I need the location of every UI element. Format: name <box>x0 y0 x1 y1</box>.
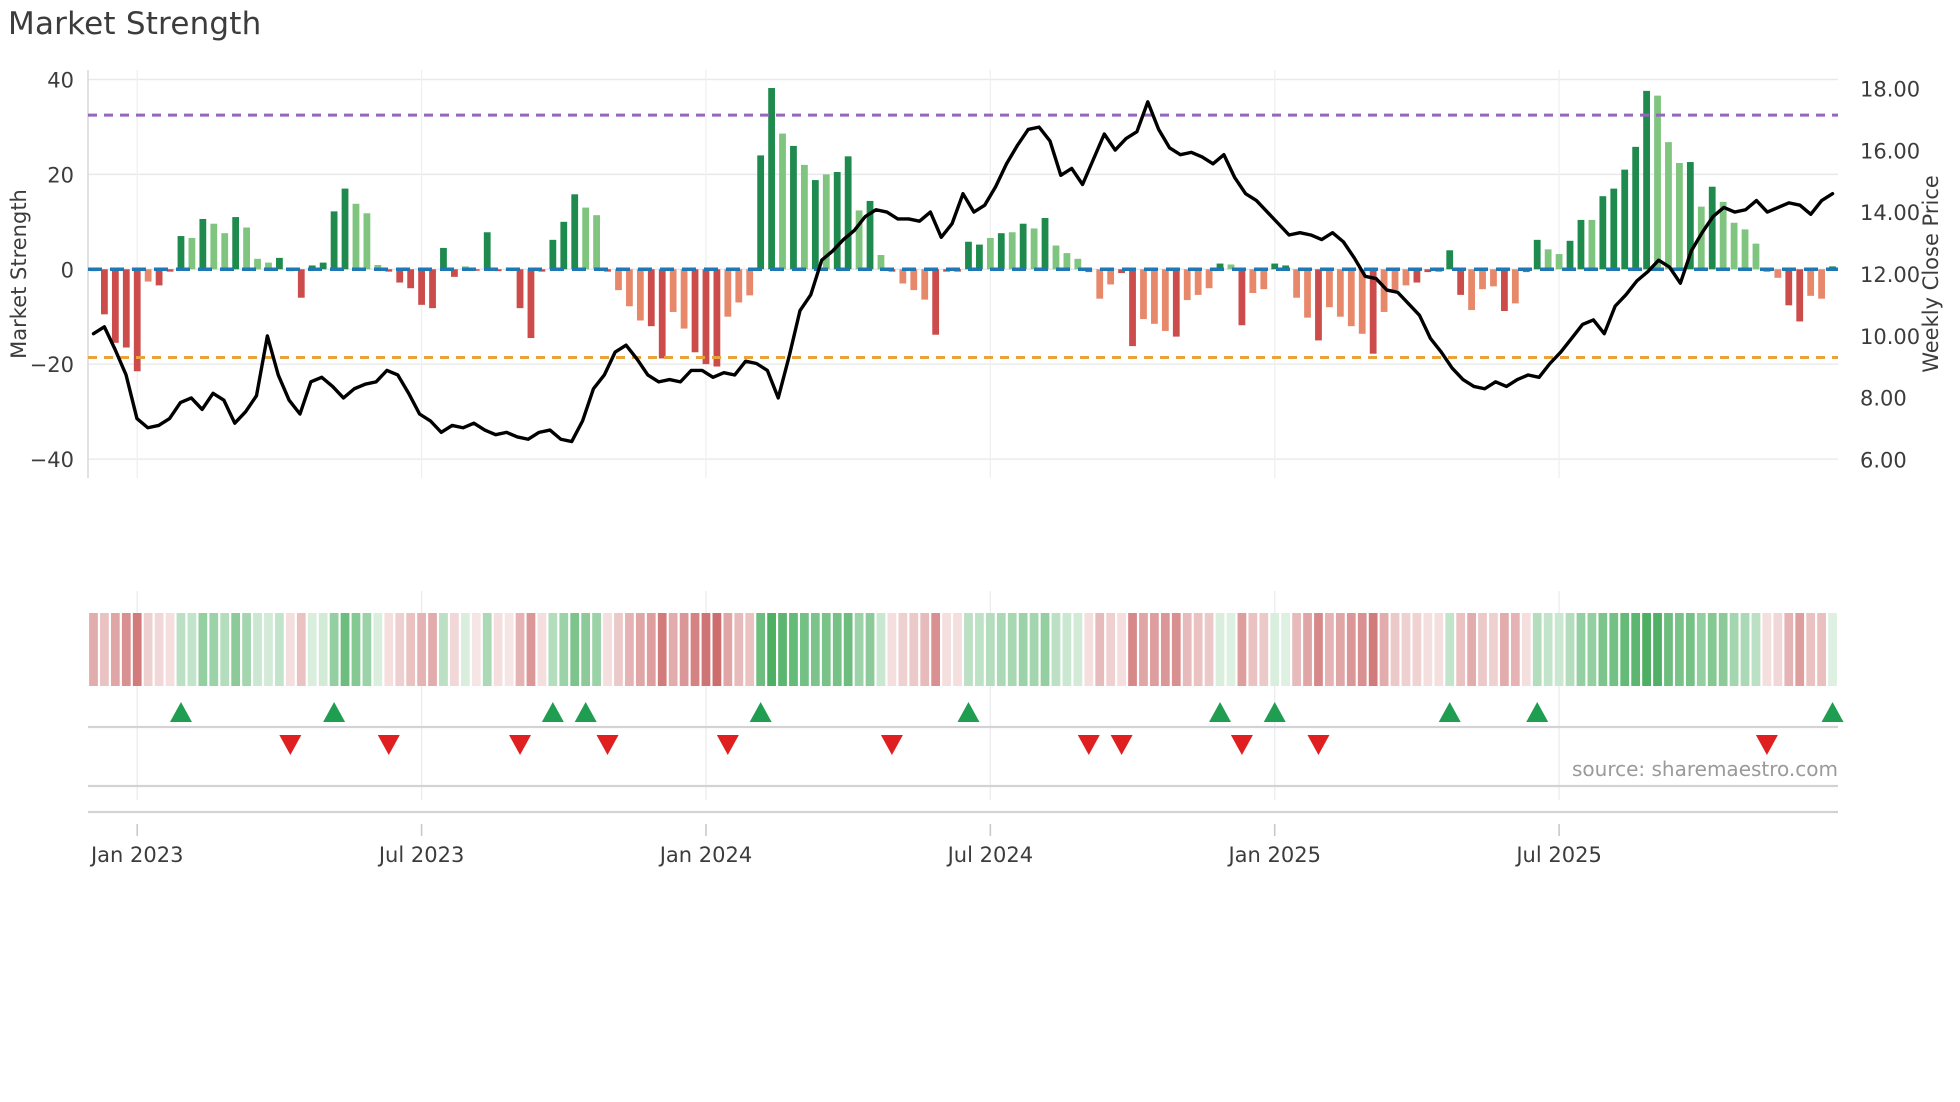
reference-lines <box>88 113 1838 359</box>
y2-tick-label: 6.00 <box>1860 448 1907 472</box>
y-tick-label: −20 <box>30 353 74 377</box>
y-axis-title: Market Strength <box>7 189 31 359</box>
heatmap-strip <box>89 613 1837 686</box>
x-tick-label: Jul 2025 <box>1514 843 1601 867</box>
flip-markers <box>169 702 1844 755</box>
y2-tick-label: 16.00 <box>1860 139 1920 163</box>
axes: 40 20 0 −20 −40 18.00 16.00 14.00 12.00 10.00 8.00… <box>7 68 1943 867</box>
y-tick-label: 40 <box>47 68 74 92</box>
x-tick-label: Jul 2023 <box>377 843 464 867</box>
weekly-close-line <box>91 100 1835 444</box>
y2-tick-label: 14.00 <box>1860 201 1920 225</box>
x-tick-label: Jan 2023 <box>89 843 184 867</box>
y2-tick-label: 10.00 <box>1860 325 1920 349</box>
x-tick-label: Jan 2025 <box>1226 843 1321 867</box>
y2-tick-label: 12.00 <box>1860 263 1920 287</box>
grid-layer <box>87 70 1838 814</box>
y-tick-label: 20 <box>47 163 74 187</box>
y2-tick-label: 18.00 <box>1860 78 1920 102</box>
y2-axis-title: Weekly Close Price <box>1919 175 1943 373</box>
y-tick-label: −40 <box>30 448 74 472</box>
x-tick-label: Jan 2024 <box>658 843 753 867</box>
y2-tick-label: 8.00 <box>1860 387 1907 411</box>
strength-bars <box>90 88 1836 372</box>
page-title: Market Strength <box>8 6 262 42</box>
source-attribution: source: sharemaestro.com <box>1572 757 1838 781</box>
y-tick-label: 0 <box>61 258 74 282</box>
x-tick-label: Jul 2024 <box>946 843 1033 867</box>
